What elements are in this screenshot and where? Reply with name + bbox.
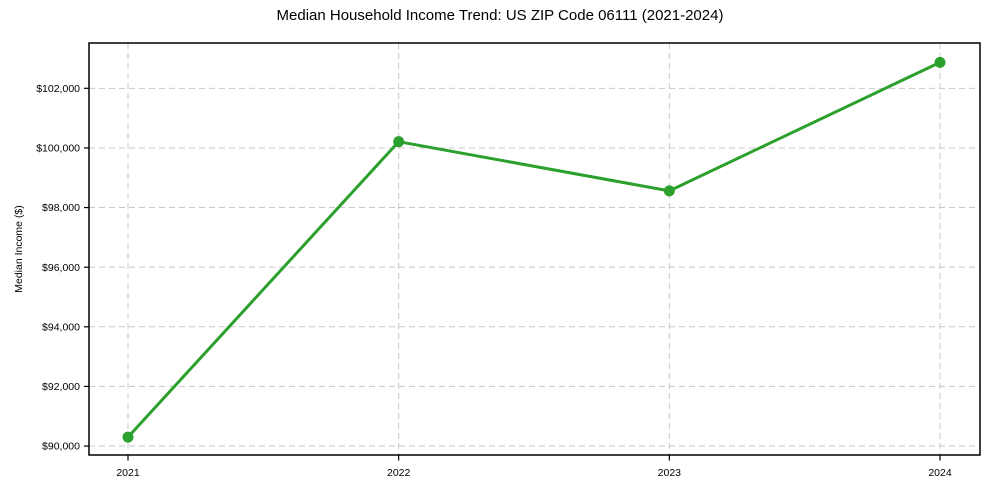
y-tick-label: $102,000 [36,83,80,95]
data-series-layer [122,56,946,443]
chart-title: Median Household Income Trend: US ZIP Co… [277,7,724,24]
trend-line [126,60,942,439]
y-tick-label: $94,000 [42,321,80,333]
x-tick-label: 2024 [928,467,952,479]
y-tick-label: $92,000 [42,381,80,393]
data-point-2023 [663,185,675,197]
data-point-2022 [393,136,405,148]
data-point-2021 [122,431,134,443]
y-tick-label: $100,000 [36,143,80,155]
y-tick-label: $98,000 [42,202,80,214]
y-tick-label: $90,000 [42,441,80,453]
data-point-2024 [934,56,946,68]
x-tick-label: 2021 [116,467,140,479]
y-axis-label: Median Income ($) [13,205,25,293]
gridlines-layer [89,43,980,455]
x-tick-label: 2022 [387,467,411,479]
axes-layer: $90,000 $92,000 $94,000 $96,000 $98,000 $100,… [36,42,981,479]
plot-border [88,42,981,456]
y-tick-label: $96,000 [42,262,80,274]
x-tick-label: 2023 [658,467,682,479]
